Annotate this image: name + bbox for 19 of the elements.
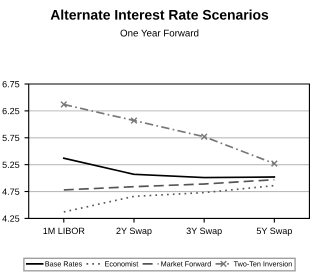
y-tick-label: 4.75 [2, 188, 20, 195]
x-tick-label: 3Y Swap [186, 228, 222, 236]
y-tick-label: 5.75 [2, 134, 20, 142]
point [130, 117, 138, 124]
point [60, 100, 68, 108]
y-tick-label: 6.75 [2, 80, 20, 88]
line-series [62, 178, 276, 191]
y-tick-label: 6.25 [2, 108, 20, 114]
line-series [62, 184, 276, 213]
x-tick-label: 2Y Swap [116, 228, 152, 236]
x-tick-label: 5Y Swap [256, 228, 292, 236]
y-tick-label: 5.25 [2, 162, 20, 168]
line-series [62, 157, 276, 178]
point [200, 133, 208, 140]
chart-title: Alternate Interest Rate Scenarios [50, 10, 268, 20]
chart-subtitle: One Year Forward [120, 29, 198, 36]
x-tick-label: 1M LIBOR [43, 228, 84, 234]
y-tick-label: 4.25 [2, 215, 20, 222]
point [270, 160, 278, 168]
